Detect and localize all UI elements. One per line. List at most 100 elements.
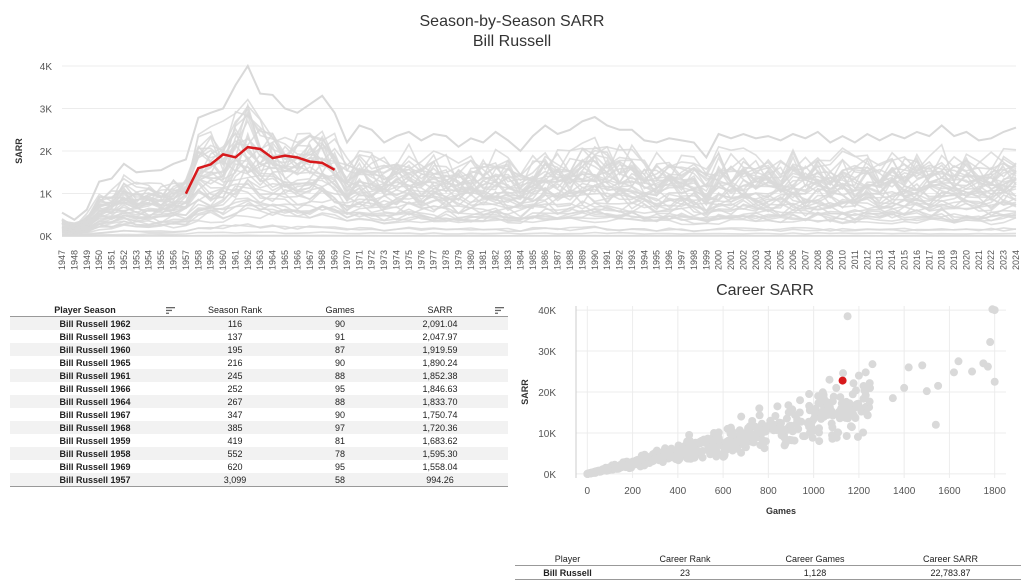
background-series-line xyxy=(61,198,1017,234)
scatter-point xyxy=(755,404,764,413)
chart-subtitle: Bill Russell xyxy=(472,33,552,50)
x-tick-label: 2000 xyxy=(714,250,724,270)
sort-cell[interactable] xyxy=(490,303,508,317)
career-table-row[interactable]: Bill Russell 23 1,128 22,783.87 xyxy=(515,565,1021,580)
table-row[interactable]: Bill Russell 1964 267 88 1,833.70 xyxy=(10,395,508,408)
scatter-point xyxy=(852,386,860,395)
scatter-point xyxy=(721,443,729,452)
season-table-header-cell[interactable]: Player Season xyxy=(10,303,160,317)
scatter-point xyxy=(865,379,874,388)
sarr-cell: 2,091.04 xyxy=(390,316,490,330)
background-series-line xyxy=(61,137,1017,228)
x-tick-label: 1998 xyxy=(689,250,699,270)
scatter-point xyxy=(854,371,863,380)
scatter-points-group xyxy=(583,305,999,478)
table-row[interactable]: Bill Russell 1965 216 90 1,890.24 xyxy=(10,356,508,369)
spacer-cell xyxy=(490,408,508,421)
highlight-point xyxy=(838,376,847,385)
scatter-point xyxy=(983,362,992,371)
table-row[interactable]: Bill Russell 1962 116 90 2,091.04 xyxy=(10,316,508,330)
career-sarr-cell: 22,783.87 xyxy=(880,565,1021,580)
x-tick-label: 1800 xyxy=(984,486,1007,497)
header-career-rank[interactable]: Career Rank xyxy=(620,552,750,566)
scatter-point xyxy=(849,379,858,388)
player-season-cell: Bill Russell 1958 xyxy=(10,447,180,460)
scatter-point xyxy=(818,407,827,416)
x-tick-label: 1953 xyxy=(131,250,141,270)
table-row[interactable]: Bill Russell 1960 195 87 1,919.59 xyxy=(10,343,508,356)
spacer-cell xyxy=(490,330,508,343)
spacer-cell xyxy=(490,356,508,369)
table-row[interactable]: Bill Russell 1968 385 97 1,720.36 xyxy=(10,421,508,434)
x-tick-label: 1950 xyxy=(94,250,104,270)
header-games[interactable]: Games xyxy=(290,303,390,317)
scatter-point xyxy=(658,453,667,461)
scatter-point xyxy=(610,460,619,469)
x-tick-label: 2004 xyxy=(763,250,773,270)
player-season-cell: Bill Russell 1962 xyxy=(10,316,180,330)
scatter-point xyxy=(828,423,837,432)
x-tick-label: 1988 xyxy=(565,250,575,270)
scatter-point xyxy=(888,394,897,403)
sarr-cell: 1,852.38 xyxy=(390,369,490,382)
sort-icon[interactable] xyxy=(494,306,504,314)
sarr-cell: 1,558.04 xyxy=(422,461,458,472)
scatter-point xyxy=(808,433,817,442)
scatter-point xyxy=(990,306,999,315)
x-tick-label: 1970 xyxy=(342,250,352,270)
table-row[interactable]: Bill Russell 1957 3,099 58 994.26 xyxy=(10,473,508,487)
x-tick-label: 2002 xyxy=(738,250,748,270)
spacer-cell xyxy=(490,316,508,330)
y-tick-label: 20K xyxy=(538,388,556,399)
scatter-point xyxy=(618,459,626,468)
header-career-sarr[interactable]: Career SARR xyxy=(880,552,1021,566)
scatter-point xyxy=(592,467,601,476)
games-cell: 91 xyxy=(334,331,345,342)
scatter-point xyxy=(990,377,999,386)
table-row[interactable]: Bill Russell 1959 419 81 1,683.62 xyxy=(10,434,508,447)
x-tick-label: 1983 xyxy=(503,250,513,270)
y-tick-label: 0K xyxy=(40,232,53,243)
background-series-line xyxy=(62,234,1016,237)
table-row[interactable]: Bill Russell 1969 620 95 1,558.04 xyxy=(10,460,508,473)
scatter-point xyxy=(737,412,746,421)
background-series-line xyxy=(61,231,1017,237)
x-tick-label: 1997 xyxy=(676,250,686,270)
x-tick-label: 1975 xyxy=(404,250,414,270)
table-row[interactable]: Bill Russell 1963 137 91 2,047.97 xyxy=(10,330,508,343)
scatter-point xyxy=(599,465,608,474)
x-tick-label: 1966 xyxy=(292,250,302,270)
scatter-point xyxy=(810,426,818,435)
scatter-point xyxy=(861,391,870,400)
header-player[interactable]: Player xyxy=(515,552,620,566)
season-rank-cell: 419 xyxy=(227,435,243,446)
sarr-cell: 1,595.30 xyxy=(390,447,490,460)
header-season-rank[interactable]: Season Rank xyxy=(180,303,290,317)
x-tick-label: 1969 xyxy=(330,250,340,270)
sarr-cell: 1,720.36 xyxy=(390,421,490,434)
career-scatter-chart[interactable]: 0K 10K 20K 30K 40K 0 200 400 600 800 1000 1200 1400 1… xyxy=(510,300,1020,518)
sarr-cell: 2,047.97 xyxy=(422,331,458,342)
season-table-body: Bill Russell 1962 116 90 2,091.04 Bill Russe… xyxy=(10,316,508,487)
table-row[interactable]: Bill Russell 1958 552 78 1,595.30 xyxy=(10,447,508,460)
background-series-line xyxy=(61,188,1017,233)
header-career-games[interactable]: Career Games xyxy=(750,552,880,566)
player-season-cell: Bill Russell 1961 xyxy=(10,369,180,382)
x-tick-label: 1973 xyxy=(379,250,389,270)
season-rank-cell: 252 xyxy=(227,383,243,394)
chart-title-block: Season-by-Season SARR Bill Russell xyxy=(0,12,1024,52)
spacer-cell xyxy=(490,460,508,473)
sort-icon[interactable] xyxy=(165,306,175,314)
table-row[interactable]: Bill Russell 1961 245 88 1,852.38 xyxy=(10,369,508,382)
table-row[interactable]: Bill Russell 1966 252 95 1,846.63 xyxy=(10,382,508,395)
sort-cell[interactable] xyxy=(160,303,180,317)
x-tick-label: 2009 xyxy=(825,250,835,270)
header-sarr[interactable]: SARR xyxy=(390,303,490,317)
table-row[interactable]: Bill Russell 1967 347 90 1,750.74 xyxy=(10,408,508,421)
x-tick-label: 1991 xyxy=(602,250,612,270)
scatter-point xyxy=(710,428,719,437)
scatter-point xyxy=(713,435,722,444)
season-rank-cell: 116 xyxy=(180,316,290,330)
y-tick-label: 0K xyxy=(544,470,557,481)
